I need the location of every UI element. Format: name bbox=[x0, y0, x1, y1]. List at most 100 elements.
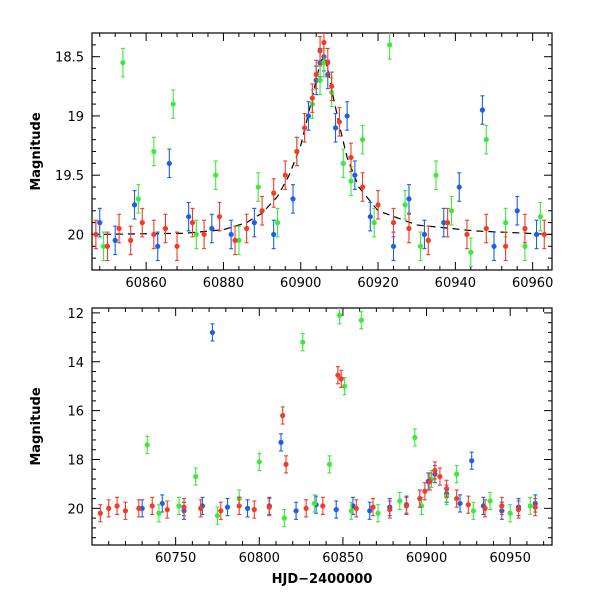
data-point-blue bbox=[367, 501, 373, 520]
marker bbox=[271, 231, 277, 238]
data-point-green bbox=[433, 160, 439, 190]
marker bbox=[515, 506, 522, 513]
data-point-blue bbox=[186, 201, 192, 232]
data-point-red bbox=[390, 207, 397, 238]
data-point-red bbox=[309, 83, 315, 113]
data-point-red bbox=[218, 501, 224, 520]
data-point-red bbox=[437, 467, 443, 486]
marker bbox=[417, 495, 423, 502]
data-point-blue bbox=[244, 499, 251, 518]
marker bbox=[294, 148, 300, 155]
data-point-red bbox=[302, 113, 308, 143]
data-point-red bbox=[353, 499, 359, 518]
marker bbox=[454, 471, 460, 477]
data-point-red bbox=[320, 496, 326, 516]
marker bbox=[300, 339, 306, 345]
marker bbox=[335, 372, 341, 378]
marker bbox=[371, 220, 377, 226]
marker bbox=[367, 214, 373, 220]
series-green bbox=[144, 308, 533, 528]
marker bbox=[120, 60, 126, 66]
marker bbox=[274, 220, 281, 226]
data-point-green bbox=[358, 311, 364, 330]
data-point-red bbox=[259, 195, 265, 226]
data-point-red bbox=[375, 190, 381, 220]
data-point-red bbox=[417, 489, 423, 508]
data-point-red bbox=[266, 498, 272, 517]
marker bbox=[412, 434, 418, 441]
data-point-blue bbox=[131, 190, 138, 220]
y-axis-label: Magnitude bbox=[29, 387, 44, 466]
data-point-red bbox=[464, 219, 470, 250]
marker bbox=[100, 243, 107, 249]
data-layer bbox=[92, 33, 552, 267]
marker bbox=[503, 243, 509, 249]
data-point-blue bbox=[533, 219, 540, 250]
data-point-red bbox=[503, 231, 509, 262]
data-point-red bbox=[465, 495, 471, 514]
marker bbox=[402, 202, 408, 208]
data-point-red bbox=[432, 461, 438, 480]
marker bbox=[533, 231, 540, 238]
x-tick-label: 60750 bbox=[155, 551, 196, 566]
marker bbox=[491, 243, 497, 249]
marker bbox=[155, 243, 161, 249]
marker bbox=[189, 220, 196, 226]
y-tick-label: 18 bbox=[67, 453, 84, 468]
marker bbox=[333, 506, 339, 513]
data-point-red bbox=[348, 142, 354, 173]
marker bbox=[93, 231, 99, 238]
data-point-blue bbox=[456, 172, 462, 202]
data-point-blue bbox=[159, 494, 165, 513]
data-point-red bbox=[499, 496, 505, 516]
marker bbox=[305, 113, 312, 119]
data-point-blue bbox=[278, 433, 284, 452]
marker bbox=[176, 503, 182, 509]
data-point-red bbox=[522, 213, 528, 244]
marker bbox=[522, 243, 528, 249]
x-tick-label: 60900 bbox=[280, 276, 321, 291]
data-point-blue bbox=[514, 195, 520, 226]
data-point-blue bbox=[352, 160, 358, 190]
marker bbox=[432, 467, 438, 474]
marker bbox=[131, 202, 138, 208]
data-point-green bbox=[281, 509, 287, 528]
marker bbox=[470, 508, 476, 514]
x-tick-label: 60850 bbox=[322, 551, 363, 566]
marker bbox=[114, 503, 120, 509]
marker bbox=[522, 225, 528, 232]
data-point-blue bbox=[457, 494, 463, 513]
marker bbox=[421, 231, 428, 238]
marker bbox=[503, 220, 509, 226]
data-point-blue bbox=[441, 207, 447, 238]
marker bbox=[441, 220, 447, 226]
marker bbox=[479, 107, 486, 113]
data-point-blue bbox=[305, 101, 312, 131]
marker bbox=[359, 137, 366, 143]
data-point-blue bbox=[112, 225, 118, 256]
marker bbox=[341, 383, 348, 389]
data-point-green bbox=[336, 308, 343, 325]
series-blue bbox=[139, 323, 538, 520]
marker bbox=[465, 502, 471, 508]
data-point-green bbox=[483, 124, 489, 155]
data-point-green bbox=[300, 333, 306, 352]
marker bbox=[112, 237, 118, 243]
data-point-red bbox=[336, 107, 342, 137]
data-point-green bbox=[387, 33, 393, 60]
marker bbox=[325, 60, 331, 66]
marker bbox=[266, 504, 272, 510]
data-point-red bbox=[483, 213, 489, 244]
marker bbox=[302, 125, 308, 131]
marker bbox=[457, 500, 463, 507]
marker bbox=[255, 184, 261, 190]
marker bbox=[144, 442, 150, 448]
data-point-blue bbox=[228, 219, 234, 250]
marker bbox=[282, 172, 288, 178]
marker bbox=[370, 504, 376, 510]
data-point-red bbox=[189, 207, 196, 238]
marker bbox=[336, 119, 342, 125]
data-point-blue bbox=[293, 501, 299, 520]
data-point-green bbox=[417, 231, 424, 262]
x-tick-label: 60900 bbox=[406, 551, 447, 566]
